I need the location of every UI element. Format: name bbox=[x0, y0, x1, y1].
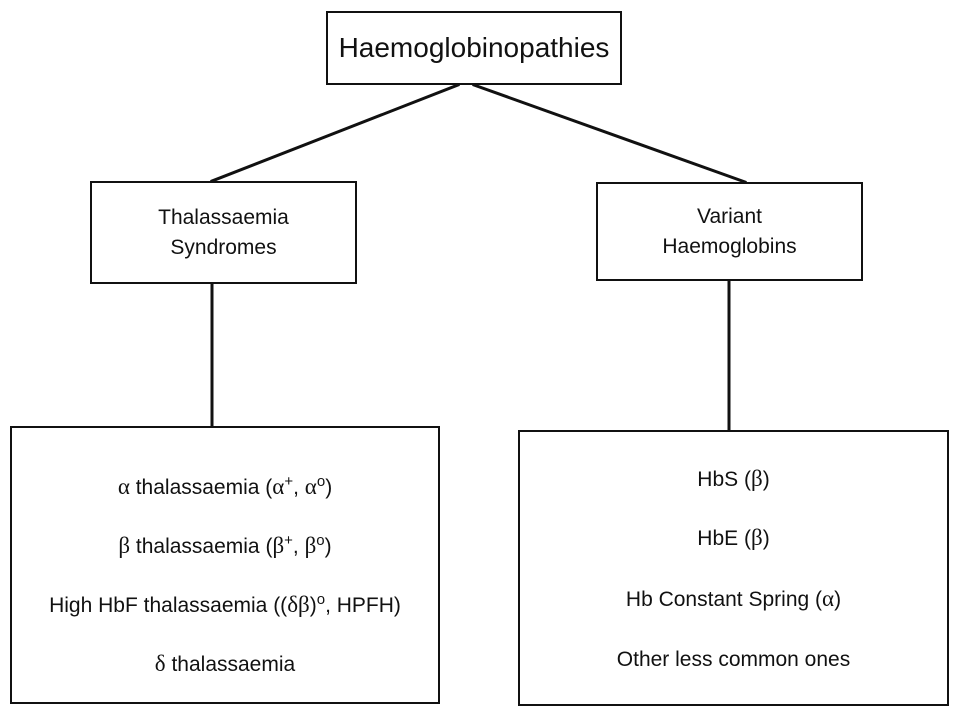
list-item-hbe: HbE (β) bbox=[697, 525, 770, 551]
list-box-variant-haemoglobins: HbS (β) HbE (β) Hb Constant Spring (α) O… bbox=[518, 430, 949, 706]
list-item-delta-thalassaemia: δ thalassaemia bbox=[154, 651, 296, 677]
root-node-haemoglobinopathies: Haemoglobinopathies bbox=[326, 11, 622, 85]
connector-root-to-variant bbox=[472, 83, 747, 184]
root-node-label: Haemoglobinopathies bbox=[338, 32, 610, 63]
list-item-alpha-thalassaemia: α thalassaemia (α+, αo) bbox=[117, 473, 333, 499]
list-item-other-less-common: Other less common ones bbox=[616, 648, 851, 671]
connector-root-to-thalassaemia bbox=[210, 83, 460, 183]
node-variant-haemoglobins: Variant Haemoglobins bbox=[596, 182, 863, 281]
list-box-thalassaemia-types: α thalassaemia (α+, αo) β thalassaemia (… bbox=[10, 426, 440, 704]
node-label-line: Variant bbox=[697, 204, 762, 228]
node-label-line: Haemoglobins bbox=[662, 234, 797, 258]
list-item-hb-constant-spring: Hb Constant Spring (α) bbox=[625, 586, 842, 612]
list-item-high-hbf-thalassaemia: High HbF thalassaemia ((δβ)o, HPFH) bbox=[49, 591, 401, 617]
node-label-line: Syndromes bbox=[170, 235, 277, 259]
list-item-beta-thalassaemia: β thalassaemia (β+, βo) bbox=[118, 532, 332, 558]
node-label-line: Thalassaemia bbox=[158, 205, 289, 229]
list-item-hbs: HbS (β) bbox=[697, 466, 770, 492]
node-thalassaemia-syndromes: Thalassaemia Syndromes bbox=[90, 181, 357, 284]
